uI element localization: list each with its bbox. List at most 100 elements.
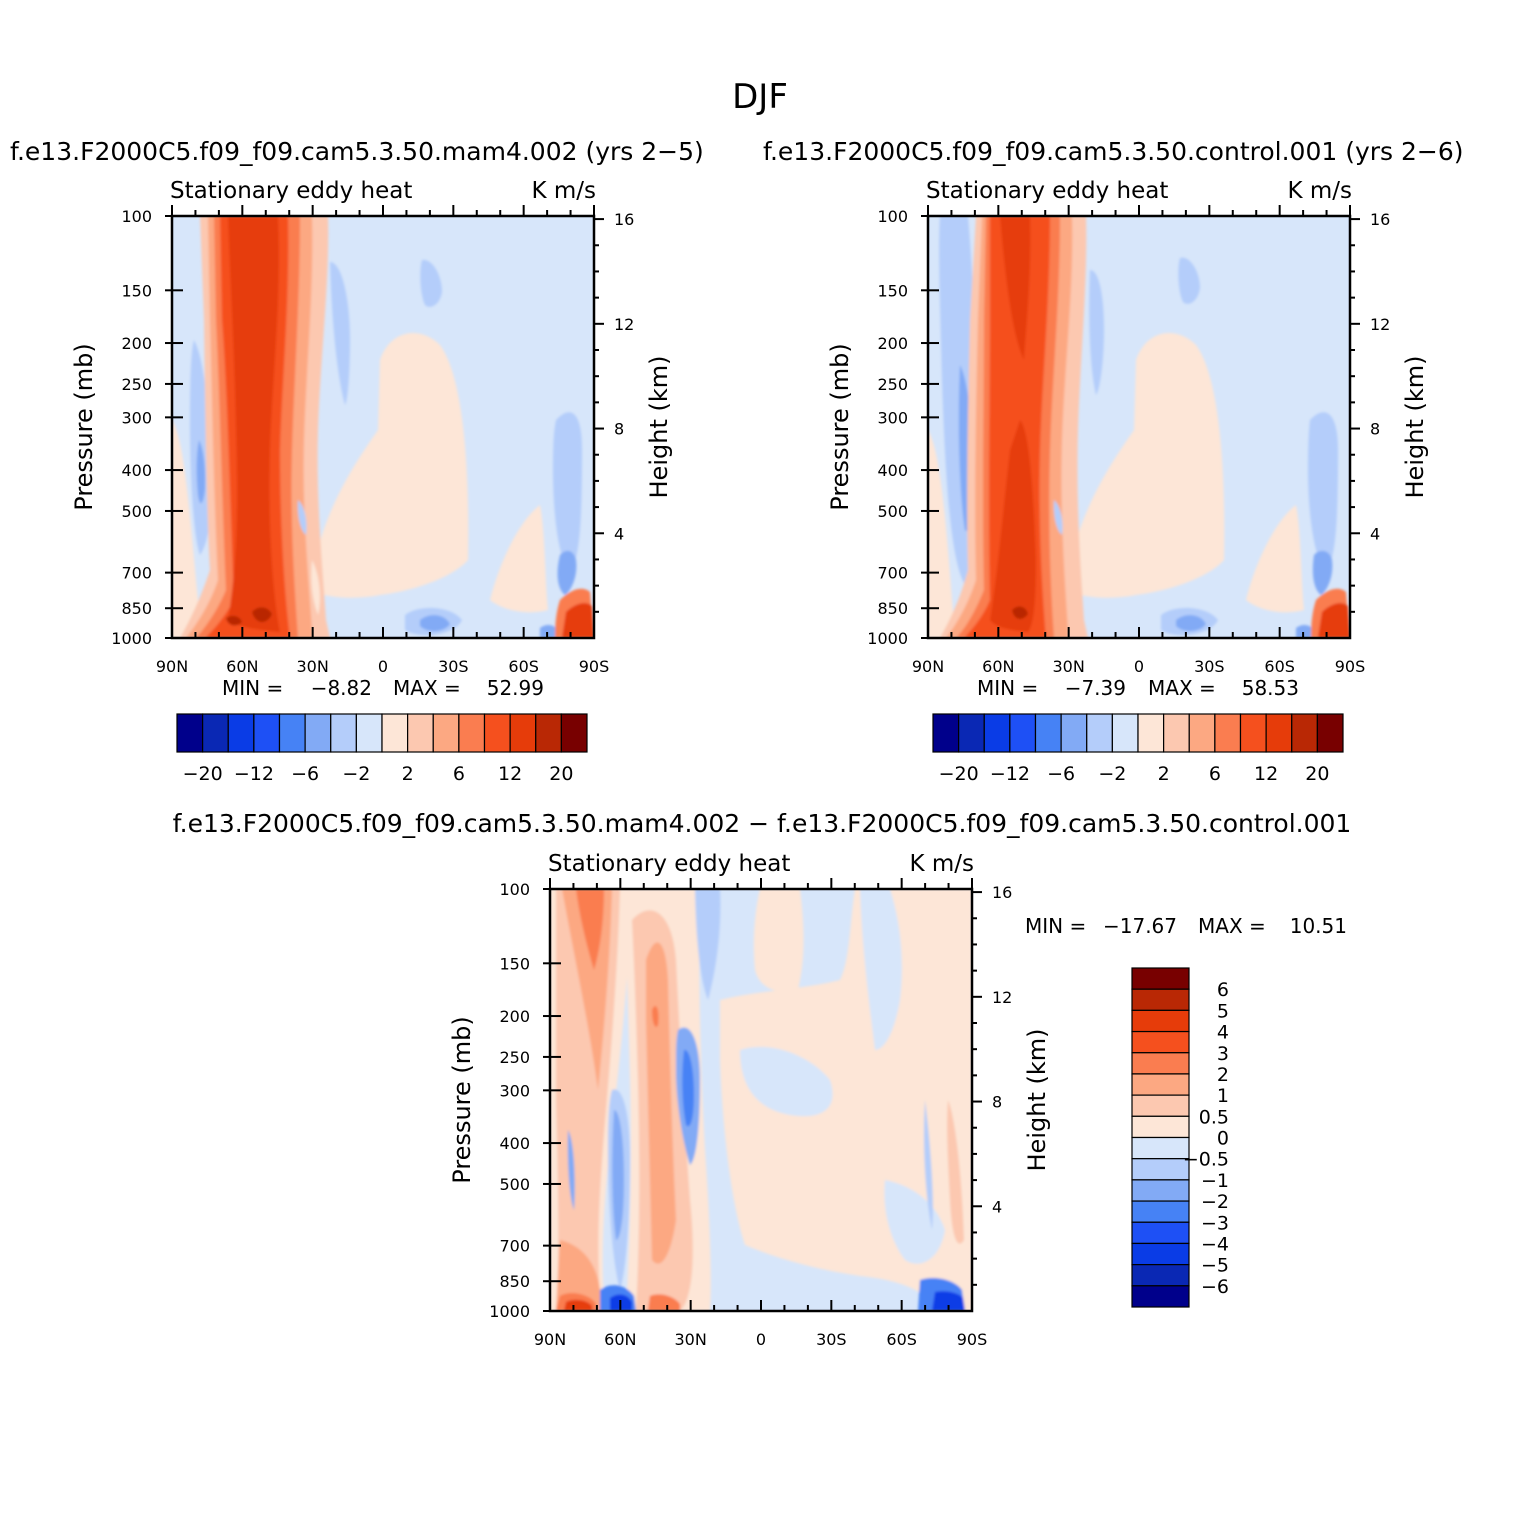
y2-tick-label: 8 xyxy=(1370,420,1380,439)
colorbar-label: −6 xyxy=(291,763,319,785)
colorbar-label: −2 xyxy=(1098,763,1126,785)
colorbar-swatch xyxy=(1131,1115,1190,1139)
x-tick-label: 30S xyxy=(438,657,469,676)
colorbar-label: −4 xyxy=(1201,1233,1229,1255)
colorbar-swatch xyxy=(1131,1009,1190,1033)
colorbar-swatch xyxy=(1131,1264,1190,1287)
colorbar-swatch xyxy=(1188,713,1216,753)
panel-mam4-units: K m/s xyxy=(531,178,596,204)
colorbar-label: 2 xyxy=(1217,1064,1229,1086)
y-tick-label: 1000 xyxy=(489,1302,530,1321)
colorbar-swatch xyxy=(407,713,434,753)
colorbar-swatch xyxy=(1009,713,1037,753)
y2-tick-label: 16 xyxy=(992,883,1012,902)
panel-mam4-max-value: 52.99 xyxy=(487,676,544,700)
panel-difference-y2label: Height (km) xyxy=(1023,1029,1051,1172)
colorbar-label: 0 xyxy=(1217,1128,1229,1150)
x-tick-label: 0 xyxy=(1134,657,1144,676)
colorbar-swatch xyxy=(560,713,588,753)
x-tick-label: 0 xyxy=(378,657,388,676)
panel-mam4-y2label: Height (km) xyxy=(645,356,673,499)
x-tick-label: 60N xyxy=(604,1330,636,1349)
panel-control-variable: Stationary eddy heat xyxy=(926,178,1168,204)
colorbar-swatch xyxy=(983,713,1011,753)
y2-tick-label: 4 xyxy=(992,1197,1002,1216)
pair-title-right: f.e13.F2000C5.f09_f09.cam5.3.50.control.… xyxy=(763,137,1464,166)
y2-tick-label: 12 xyxy=(1370,315,1390,334)
colorbar-label: 12 xyxy=(498,763,522,785)
colorbar-swatch xyxy=(932,713,960,753)
colorbar-label: −12 xyxy=(234,763,274,785)
colorbar-label: 20 xyxy=(549,763,573,785)
colorbar-swatch xyxy=(1131,1073,1190,1096)
colorbar-label: 12 xyxy=(1254,763,1278,785)
x-tick-label: 90S xyxy=(957,1330,988,1349)
y-tick-label: 200 xyxy=(499,1007,530,1026)
colorbar-label: −5 xyxy=(1201,1255,1229,1277)
y-tick-label: 700 xyxy=(877,564,908,583)
colorbar-label: 20 xyxy=(1305,763,1329,785)
x-tick-label: 30N xyxy=(1053,657,1085,676)
panel-control: Stationary eddy heat K m/s xyxy=(826,178,1429,785)
colorbar-label: −3 xyxy=(1201,1212,1229,1234)
colorbar-label: −6 xyxy=(1047,763,1075,785)
y-tick-label: 400 xyxy=(499,1134,530,1153)
colorbar-swatch xyxy=(1111,713,1139,753)
panel-mam4-min-value: −8.82 xyxy=(311,676,372,700)
y-tick-label: 200 xyxy=(121,334,152,353)
y2-tick-label: 4 xyxy=(1370,524,1380,543)
colorbar-label: 2 xyxy=(1158,763,1170,785)
panel-difference-ylabel: Pressure (mb) xyxy=(448,1016,476,1183)
colorbar-label: 1 xyxy=(1217,1085,1229,1107)
panel-control-min-value: −7.39 xyxy=(1065,676,1126,700)
panel-mam4-min-label: MIN = xyxy=(222,676,283,700)
x-tick-label: 0 xyxy=(756,1330,766,1349)
colorbar-swatch xyxy=(458,713,486,753)
colorbar-swatch xyxy=(381,713,409,753)
y-tick-label: 500 xyxy=(877,502,908,521)
colorbar-label: 6 xyxy=(453,763,465,785)
y2-tick-label: 12 xyxy=(992,988,1012,1007)
colorbar-swatch xyxy=(1131,988,1190,1011)
colorbar-swatch xyxy=(1131,1158,1190,1181)
x-tick-label: 90S xyxy=(1335,657,1366,676)
colorbar-swatch xyxy=(304,713,332,753)
panel-control-max-label: MAX = xyxy=(1148,676,1216,700)
panel-control-units: K m/s xyxy=(1287,178,1352,204)
colorbar-swatch xyxy=(1291,713,1318,753)
panel-difference: Stationary eddy heat K m/s xyxy=(448,851,1347,1349)
x-tick-label: 60S xyxy=(1264,657,1295,676)
colorbar-swatch xyxy=(1163,713,1190,753)
colorbar-swatch xyxy=(278,713,306,753)
y-tick-label: 300 xyxy=(877,408,908,427)
colorbar-swatch xyxy=(1131,1179,1190,1202)
y-tick-label: 1000 xyxy=(867,629,908,648)
y-tick-label: 850 xyxy=(877,599,908,618)
panel-control-min-label: MIN = xyxy=(977,676,1038,700)
y-tick-label: 400 xyxy=(877,461,908,480)
colorbar-label: 0.5 xyxy=(1199,1106,1229,1128)
x-tick-label: 60N xyxy=(982,657,1014,676)
colorbar-label: −20 xyxy=(183,763,223,785)
colorbar-label: −12 xyxy=(990,763,1030,785)
panel-mam4-ylabel: Pressure (mb) xyxy=(70,343,98,510)
colorbar-swatch xyxy=(1131,1030,1190,1054)
colorbar-swatch xyxy=(202,713,229,753)
y-tick-label: 250 xyxy=(877,375,908,394)
x-tick-label: 30N xyxy=(297,657,329,676)
colorbar-swatch xyxy=(535,713,562,753)
colorbar-label: 5 xyxy=(1217,1000,1229,1022)
panel-difference-contours xyxy=(550,889,972,1311)
colorbar-swatch xyxy=(1131,1094,1190,1117)
y-tick-label: 300 xyxy=(121,408,152,427)
colorbar-swatch xyxy=(483,713,511,753)
y-tick-label: 150 xyxy=(877,281,908,300)
panel-difference-units: K m/s xyxy=(909,851,974,877)
y-tick-label: 250 xyxy=(499,1048,530,1067)
figure-title: DJF xyxy=(732,77,788,117)
y-tick-label: 100 xyxy=(877,207,908,226)
y2-tick-label: 16 xyxy=(614,210,634,229)
panel-difference-min-value: −17.67 xyxy=(1103,914,1177,938)
